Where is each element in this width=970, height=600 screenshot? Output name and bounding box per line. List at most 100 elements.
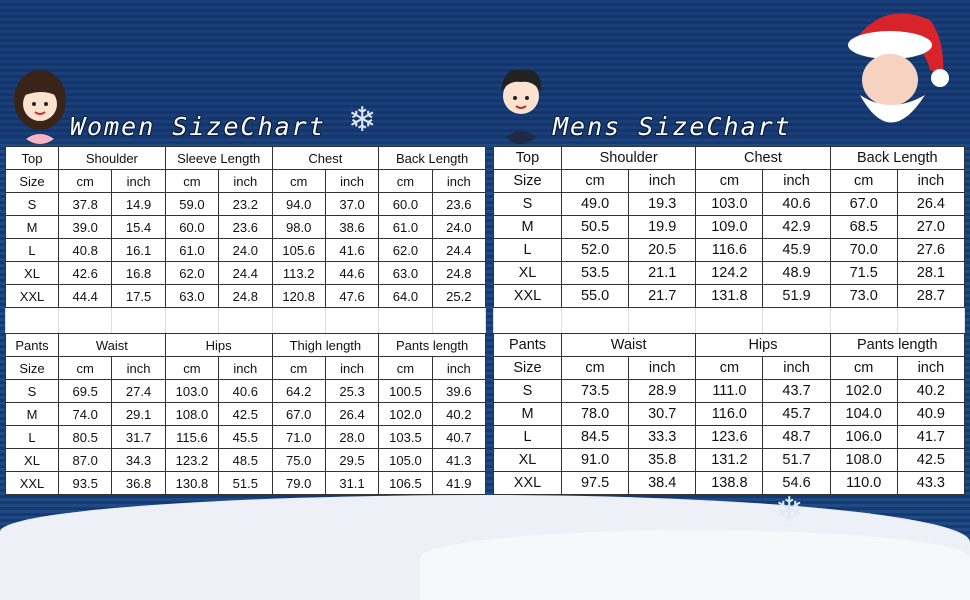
men-pants-value-cell: 51.7: [762, 448, 831, 472]
men-top-size-label: Top: [493, 146, 562, 170]
men-top-size-label: Size: [493, 169, 562, 193]
women-pants-size-cell: XXL: [5, 471, 59, 495]
men-top-value-cell: 68.5: [829, 215, 898, 239]
women-top-value-cell: 37.8: [57, 192, 113, 216]
men-pants-value-cell: 138.8: [695, 471, 764, 495]
spacer-row: [5, 307, 487, 334]
women-top-value-cell: 59.0: [164, 192, 220, 216]
men-pants-size-cell: S: [493, 379, 562, 403]
men-top-value-cell: 52.0: [560, 238, 630, 262]
men-pants-table-row: XL 91.0 35.8 131.2 51.7 108.0 42.5: [493, 448, 966, 472]
women-pants-value-cell: 64.2: [271, 379, 326, 403]
men-pants-units-row: Size cm inch cm inch cm inch: [493, 356, 966, 380]
men-pants-value-cell: 111.0: [695, 379, 764, 403]
men-pants-unit-header: inch: [762, 356, 831, 380]
women-pants-value-cell: 105.0: [378, 448, 433, 472]
women-top-value-cell: 17.5: [111, 284, 166, 308]
women-pants-value-cell: 41.9: [431, 471, 487, 495]
spacer-cell: [378, 307, 433, 334]
women-pants-unit-header: cm: [378, 356, 433, 380]
men-top-units-row: Size cm inch cm inch cm inch: [493, 169, 966, 193]
women-top-value-cell: 62.0: [164, 261, 220, 285]
women-top-column-group: Chest: [271, 146, 380, 170]
women-pants-value-cell: 34.3: [111, 448, 166, 472]
women-pants-column-group: Waist: [58, 333, 166, 357]
men-pants-value-cell: 48.7: [762, 425, 831, 449]
women-top-size-cell: S: [5, 192, 59, 216]
women-pants-value-cell: 40.2: [431, 402, 487, 426]
women-pants-value-cell: 74.0: [57, 402, 113, 426]
spacer-cell: [218, 307, 273, 334]
women-top-column-group: Sleeve Length: [164, 146, 273, 170]
women-top-value-cell: 113.2: [271, 261, 326, 285]
men-top-value-cell: 45.9: [762, 238, 831, 262]
women-top-value-cell: 16.8: [111, 261, 166, 285]
men-top-value-cell: 42.9: [762, 215, 831, 239]
women-top-value-cell: 24.4: [431, 238, 487, 262]
men-pants-column-group: Hips: [695, 333, 831, 357]
women-pants-value-cell: 100.5: [378, 379, 433, 403]
women-top-value-cell: 47.6: [324, 284, 380, 308]
women-top-value-cell: 42.6: [57, 261, 113, 285]
men-pants-size-cell: M: [493, 402, 562, 426]
women-pants-value-cell: 40.6: [218, 379, 273, 403]
background-top: [0, 0, 970, 140]
women-top-value-cell: 25.2: [431, 284, 487, 308]
snowflake-icon: ❄: [775, 491, 804, 529]
men-top-value-cell: 19.9: [628, 215, 697, 239]
spacer-cell: [829, 307, 898, 334]
women-pants-value-cell: 80.5: [57, 425, 113, 449]
women-pants-value-cell: 31.1: [324, 471, 380, 495]
men-pants-value-cell: 104.0: [829, 402, 898, 426]
men-pants-column-group: Pants length: [829, 333, 966, 357]
women-pants-unit-header: inch: [431, 356, 487, 380]
women-top-header-row: Top Shoulder Sleeve Length Chest Back Length: [5, 146, 486, 170]
men-top-value-cell: 48.9: [762, 261, 831, 285]
men-top-value-cell: 50.5: [560, 215, 630, 239]
women-top-unit-header: cm: [57, 169, 113, 193]
women-pants-value-cell: 75.0: [271, 448, 326, 472]
men-pants-value-cell: 40.9: [896, 402, 966, 426]
men-pants-value-cell: 35.8: [628, 448, 697, 472]
men-pants-table-row: XXL 97.5 38.4 138.8 54.6 110.0 43.3: [493, 471, 966, 495]
women-pants-value-cell: 87.0: [57, 448, 113, 472]
men-top-value-cell: 28.1: [896, 261, 966, 285]
women-top-value-cell: 98.0: [271, 215, 326, 239]
women-top-value-cell: 62.0: [378, 238, 433, 262]
women-pants-value-cell: 67.0: [271, 402, 326, 426]
women-top-table-row: L 40.8 16.1 61.0 24.0 105.6 41.6 62.0 24.4: [5, 238, 487, 262]
men-pants-value-cell: 78.0: [560, 402, 630, 426]
women-top-value-cell: 14.9: [111, 192, 166, 216]
men-top-value-cell: 67.0: [829, 192, 898, 216]
women-top-value-cell: 24.8: [431, 261, 487, 285]
men-top-column-group: Shoulder: [560, 146, 697, 170]
women-pants-unit-header: cm: [164, 356, 220, 380]
women-top-value-cell: 61.0: [378, 215, 433, 239]
women-top-value-cell: 105.6: [271, 238, 326, 262]
women-top-column-group: Back Length: [378, 146, 486, 170]
men-top-value-cell: 49.0: [560, 192, 630, 216]
women-top-size-cell: XL: [5, 261, 59, 285]
men-top-value-cell: 20.5: [628, 238, 697, 262]
women-top-unit-header: inch: [324, 169, 380, 193]
men-top-column-group: Chest: [695, 146, 831, 170]
women-pants-value-cell: 102.0: [378, 402, 433, 426]
women-top-size-label: Top: [5, 146, 59, 170]
women-top-unit-header: inch: [218, 169, 273, 193]
men-pants-value-cell: 110.0: [829, 471, 898, 495]
men-pants-size-cell: XXL: [493, 471, 562, 495]
men-pants-table-row: M 78.0 30.7 116.0 45.7 104.0 40.9: [493, 402, 966, 426]
women-top-value-cell: 44.6: [324, 261, 380, 285]
men-pants-value-cell: 38.4: [628, 471, 697, 495]
women-pants-table-row: L 80.5 31.7 115.6 45.5 71.0 28.0 103.5 40.7: [5, 425, 487, 449]
women-top-value-cell: 61.0: [164, 238, 220, 262]
women-pants-value-cell: 28.0: [324, 425, 380, 449]
women-pants-size-cell: L: [5, 425, 59, 449]
men-pants-value-cell: 42.5: [896, 448, 966, 472]
men-size-chart-title: Mens SizeChart: [553, 112, 792, 141]
spacer-cell: [324, 307, 380, 334]
spacer-cell: [57, 307, 113, 334]
men-pants-unit-header: cm: [829, 356, 898, 380]
women-top-value-cell: 94.0: [271, 192, 326, 216]
man-avatar-icon: [499, 69, 543, 144]
